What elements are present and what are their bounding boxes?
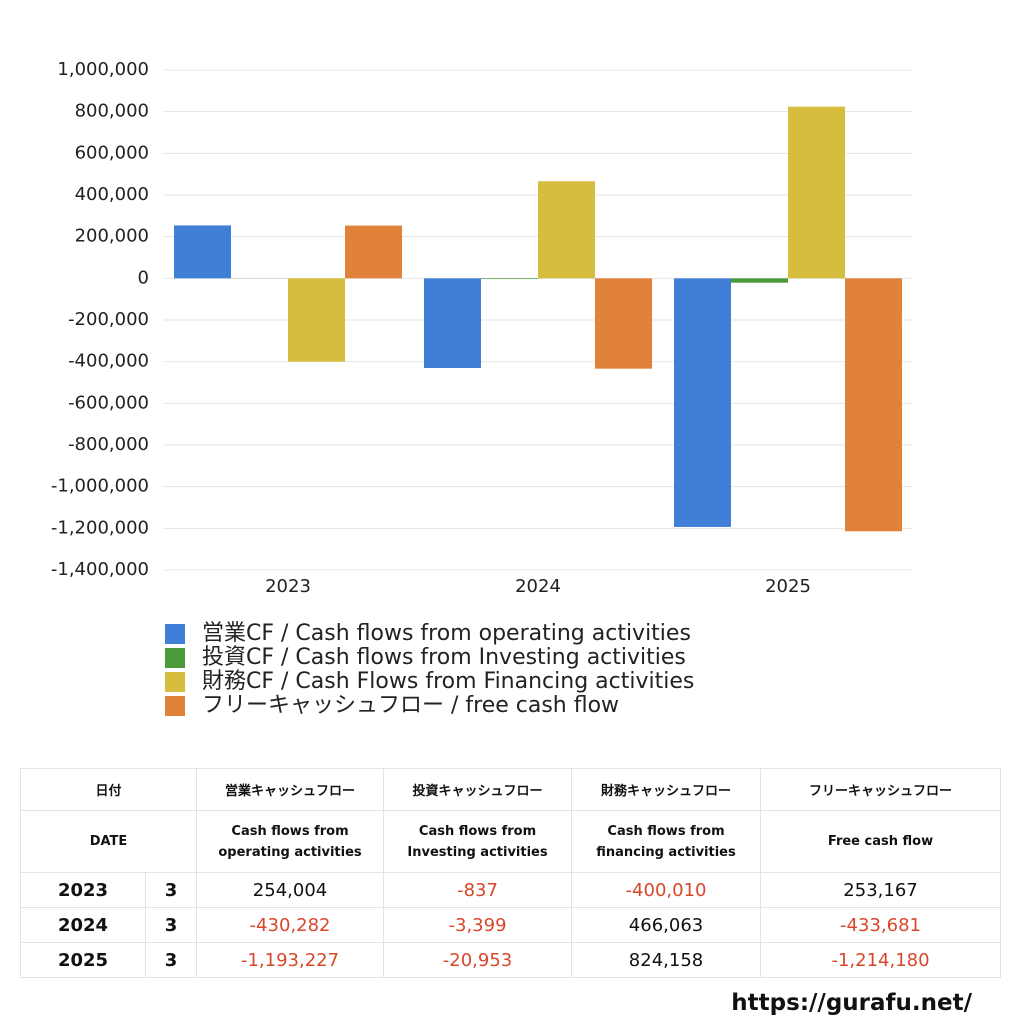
bar [731, 278, 788, 283]
date-cell: 2023 [20, 872, 146, 908]
bar [845, 278, 902, 532]
data-table: 日付 営業キャッシュフロー 投資キャッシュフロー 財務キャッシュフロー フリーキャッシュ… [19, 768, 1002, 978]
subheader-cell: Cash flows from Investing activities [383, 810, 573, 873]
y-tick-label: -1,200,000 [51, 517, 149, 538]
x-tick-label: 2025 [765, 576, 811, 597]
footer-url: https://gurafu.net/ [731, 990, 972, 1016]
value-cell: -400,010 [571, 872, 762, 908]
header-cell: フリーキャッシュフロー [760, 768, 1002, 811]
x-tick-label: 2024 [515, 576, 561, 597]
y-tick-label: -1,000,000 [51, 476, 149, 497]
legend-swatch [165, 672, 185, 692]
table-row: 2024 3 -430,282 -3,399 466,063 -433,681 [20, 907, 1002, 943]
legend-label: 営業CF / Cash flows from operating activit… [202, 621, 691, 646]
header-cell: 日付 [19, 768, 198, 811]
legend-swatch [165, 696, 185, 716]
bar [674, 278, 731, 527]
bar [424, 278, 481, 368]
legend-label: 財務CF / Cash Flows from Financing activit… [202, 669, 694, 694]
bar [538, 181, 595, 279]
date-cell: 3 [144, 872, 198, 908]
y-tick-label: 1,000,000 [57, 59, 149, 80]
y-tick-label: -1,400,000 [51, 559, 149, 580]
subheader-cell: Cash flows from financing activities [571, 810, 762, 873]
table-row: DATE Cash flows from operating activities… [19, 810, 1002, 873]
date-cell: 3 [144, 907, 198, 943]
value-cell: -1,193,227 [196, 942, 385, 978]
header-cell: 財務キャッシュフロー [571, 768, 762, 811]
date-cell: 3 [144, 942, 198, 978]
header-cell: 投資キャッシュフロー [383, 768, 573, 811]
y-tick-label: 600,000 [75, 142, 149, 163]
y-tick-label: -800,000 [68, 434, 149, 455]
y-tick-label: 200,000 [75, 226, 149, 247]
value-cell: -1,214,180 [760, 942, 1002, 978]
y-tick-label: 0 [138, 267, 149, 288]
table-row: 2023 3 254,004 -837 -400,010 253,167 [20, 872, 1002, 908]
legend-swatch [165, 648, 185, 668]
legend-label: 投資CF / Cash flows from Investing activit… [202, 645, 686, 670]
value-cell: 253,167 [760, 872, 1002, 908]
legend-label: フリーキャッシュフロー / free cash flow [202, 693, 619, 718]
value-cell: -20,953 [383, 942, 573, 978]
value-cell: 824,158 [571, 942, 762, 978]
bar [481, 278, 538, 280]
bar [288, 278, 345, 362]
y-tick-label: 400,000 [75, 184, 149, 205]
value-cell: -433,681 [760, 907, 1002, 943]
bar [595, 278, 652, 369]
bar [174, 225, 231, 279]
subheader-cell: Cash flows from operating activities [196, 810, 385, 873]
value-cell: -430,282 [196, 907, 385, 943]
subheader-cell: DATE [19, 810, 198, 873]
date-cell: 2025 [20, 942, 146, 978]
subheader-cell: Free cash flow [760, 810, 1002, 873]
legend-swatch [165, 624, 185, 644]
value-cell: -837 [383, 872, 573, 908]
y-tick-label: -600,000 [68, 392, 149, 413]
table-row: 2025 3 -1,193,227 -20,953 824,158 -1,214,180 [20, 942, 1002, 978]
bar [788, 106, 845, 279]
value-cell: 254,004 [196, 872, 385, 908]
y-tick-label: 800,000 [75, 101, 149, 122]
y-tick-label: -200,000 [68, 309, 149, 330]
chart: -1,400,000 -1,200,000 -1,000,000 -800,000 -6… [51, 59, 913, 718]
bar [345, 225, 402, 279]
table-row: 日付 営業キャッシュフロー 投資キャッシュフロー 財務キャッシュフロー フリーキャッシュ… [19, 768, 1002, 811]
x-tick-label: 2023 [265, 576, 311, 597]
y-tick-label: -400,000 [68, 351, 149, 372]
value-cell: 466,063 [571, 907, 762, 943]
header-cell: 営業キャッシュフロー [196, 768, 385, 811]
value-cell: -3,399 [383, 907, 573, 943]
date-cell: 2024 [20, 907, 146, 943]
